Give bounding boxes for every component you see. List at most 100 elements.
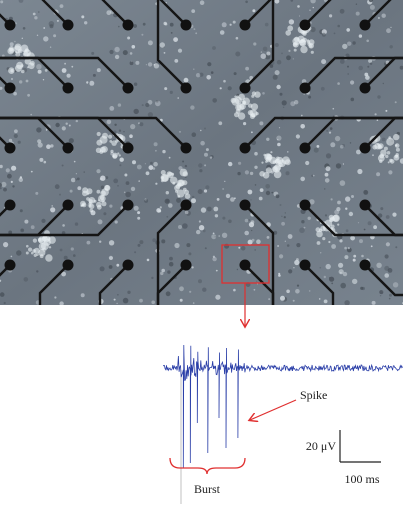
cell-cluster [237, 112, 246, 120]
cell-cluster [293, 48, 297, 52]
cell [139, 122, 144, 127]
cell-cluster [14, 64, 22, 72]
cell [394, 101, 397, 104]
cell-cluster [33, 253, 37, 257]
cell-cluster [89, 208, 94, 213]
cell-cluster [394, 143, 400, 148]
cell [214, 214, 219, 218]
cell [377, 16, 380, 20]
cell-cluster [96, 139, 103, 146]
cell [36, 127, 42, 133]
electrode-track [304, 56, 403, 89]
cell-cluster [48, 246, 52, 249]
cell [117, 294, 119, 296]
cell [357, 222, 360, 224]
cell [274, 70, 280, 76]
cell [36, 34, 39, 36]
cell [369, 4, 375, 10]
cell [205, 185, 210, 190]
electrode [122, 142, 134, 154]
cell [0, 292, 5, 297]
cell [281, 215, 283, 217]
cell [235, 36, 239, 40]
cell [256, 280, 258, 282]
cell [191, 9, 196, 14]
cell [363, 228, 366, 231]
cell [179, 298, 183, 302]
cell [165, 2, 167, 4]
cell [1, 54, 5, 58]
cell [309, 9, 311, 11]
cell [367, 221, 372, 226]
electrode-track [364, 56, 403, 89]
cell-cluster [177, 195, 181, 198]
cell [56, 19, 59, 22]
electrode-tracks [0, 0, 403, 305]
cell [200, 207, 207, 213]
cell [251, 131, 253, 134]
cell [254, 249, 256, 251]
cell [127, 290, 131, 294]
cell [129, 52, 133, 55]
cell-cluster [95, 147, 102, 153]
cell [292, 58, 294, 60]
cell [232, 20, 236, 24]
cell [323, 275, 326, 279]
cell [249, 75, 254, 80]
cell [159, 42, 165, 48]
cell-cluster [15, 52, 21, 57]
cell [277, 142, 281, 147]
electrode [359, 199, 371, 211]
cell [198, 225, 205, 231]
cell [146, 258, 150, 262]
cell-cluster [231, 97, 240, 106]
cell [13, 91, 17, 96]
cell-cluster [234, 95, 237, 99]
cell [221, 232, 228, 238]
electrode-track [364, 264, 403, 297]
cell [373, 225, 377, 230]
cell [348, 211, 354, 217]
cell [328, 131, 332, 134]
cell [300, 124, 306, 129]
cell [105, 176, 109, 180]
cell [10, 77, 14, 81]
cell-cluster [81, 202, 87, 208]
electrode [299, 19, 311, 31]
electrode-track [304, 204, 403, 237]
cell [290, 0, 294, 2]
cell [339, 180, 346, 186]
cell [68, 124, 71, 127]
cell [309, 199, 315, 205]
cell [303, 226, 306, 229]
cell [118, 129, 122, 132]
cell-cluster [102, 132, 108, 139]
electrode-track [244, 204, 275, 305]
burst-label: Burst [194, 482, 221, 496]
cell [210, 71, 214, 74]
cell [30, 225, 35, 230]
cell [290, 101, 296, 107]
cell [199, 169, 203, 173]
cell [166, 215, 169, 218]
cell [266, 236, 270, 239]
cell [363, 190, 369, 195]
cell-cluster [26, 244, 29, 248]
cell [221, 22, 227, 28]
cell [163, 52, 166, 54]
cell [12, 185, 15, 188]
electrode [359, 82, 371, 94]
cell-cluster [33, 247, 40, 254]
cell [284, 240, 286, 242]
cell [137, 243, 141, 247]
cell [379, 295, 382, 297]
cell [168, 156, 171, 159]
cell-cluster [236, 95, 239, 98]
cell [97, 219, 103, 225]
cell [84, 21, 88, 25]
cell [61, 68, 67, 73]
cell [21, 37, 23, 39]
cell-cluster [88, 199, 93, 204]
cell [193, 28, 196, 30]
cell [123, 131, 125, 133]
